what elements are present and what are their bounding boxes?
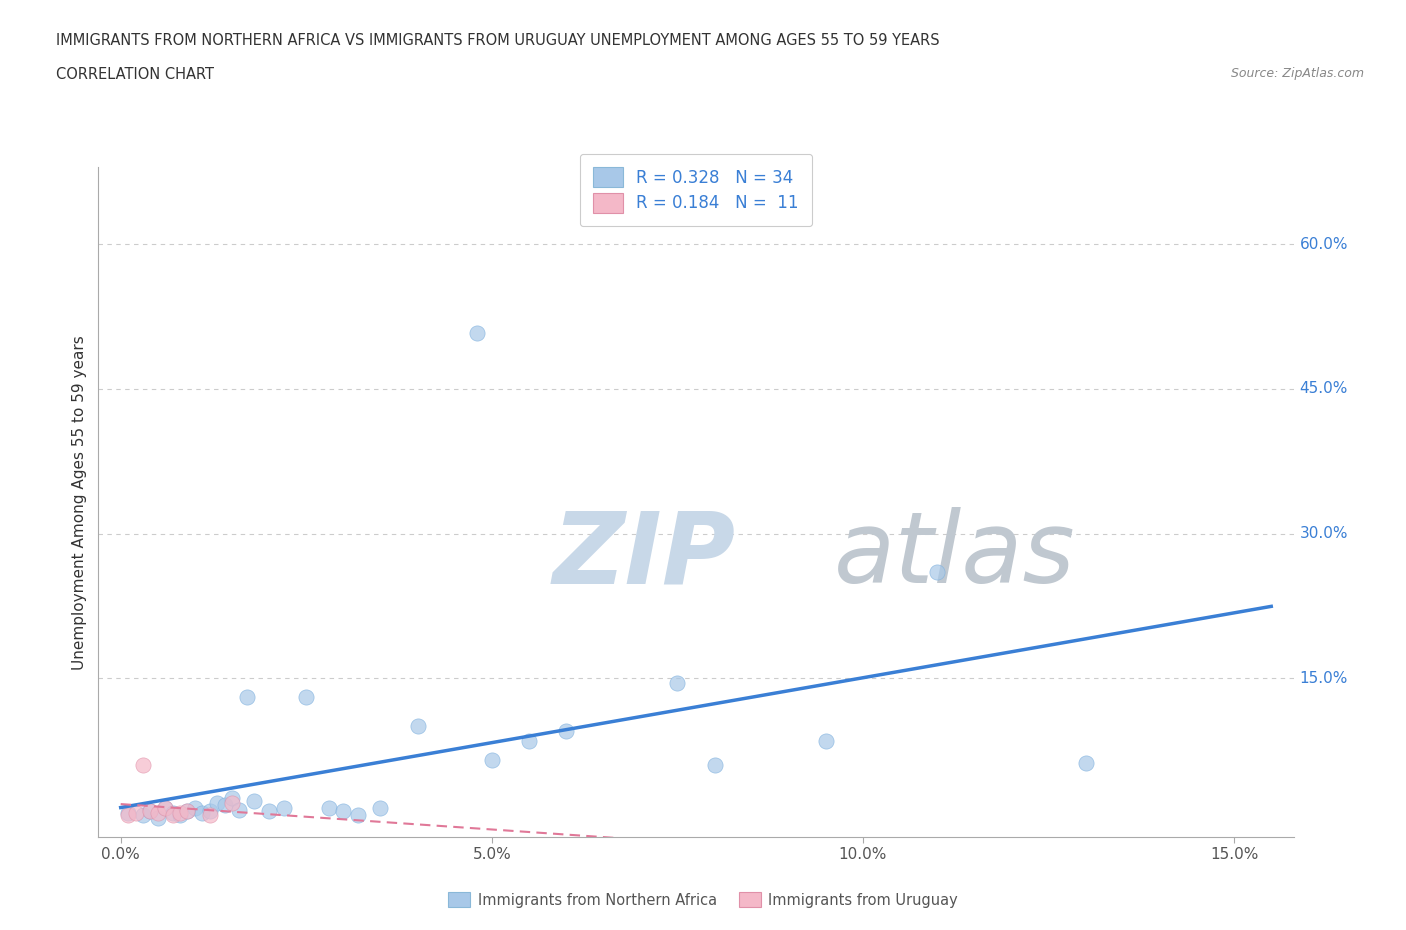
Point xyxy=(666,675,689,690)
Point xyxy=(228,803,250,817)
Point xyxy=(481,752,503,767)
Point xyxy=(139,804,162,818)
Text: 60.0%: 60.0% xyxy=(1299,237,1348,252)
Y-axis label: Unemployment Among Ages 55 to 59 years: Unemployment Among Ages 55 to 59 years xyxy=(72,335,87,670)
Text: 15.0%: 15.0% xyxy=(1299,671,1348,685)
Text: CORRELATION CHART: CORRELATION CHART xyxy=(56,67,214,82)
Point xyxy=(146,805,169,820)
Point xyxy=(198,807,221,822)
Point xyxy=(205,796,228,811)
Point xyxy=(465,326,488,340)
Point xyxy=(132,757,155,772)
Point xyxy=(169,807,191,822)
Text: Source: ZipAtlas.com: Source: ZipAtlas.com xyxy=(1230,67,1364,80)
Legend: R = 0.328   N = 34, R = 0.184   N =  11: R = 0.328 N = 34, R = 0.184 N = 11 xyxy=(579,154,813,226)
Point xyxy=(814,733,837,748)
Point xyxy=(236,690,259,705)
Point xyxy=(124,805,146,820)
Point xyxy=(273,801,295,816)
Point xyxy=(198,804,221,818)
Legend: Immigrants from Northern Africa, Immigrants from Uruguay: Immigrants from Northern Africa, Immigra… xyxy=(443,886,963,913)
Point xyxy=(295,690,318,705)
Point xyxy=(1074,755,1097,770)
Text: 30.0%: 30.0% xyxy=(1299,526,1348,541)
Text: IMMIGRANTS FROM NORTHERN AFRICA VS IMMIGRANTS FROM URUGUAY UNEMPLOYMENT AMONG AG: IMMIGRANTS FROM NORTHERN AFRICA VS IMMIG… xyxy=(56,33,939,47)
Point xyxy=(243,794,266,809)
Point xyxy=(117,807,139,822)
Point xyxy=(132,807,155,822)
Point xyxy=(703,757,725,772)
Point xyxy=(927,565,949,579)
Point xyxy=(221,796,243,811)
Point xyxy=(257,804,280,818)
Point xyxy=(117,805,139,820)
Point xyxy=(184,801,207,816)
Point xyxy=(406,719,429,734)
Text: 45.0%: 45.0% xyxy=(1299,381,1348,396)
Point xyxy=(318,801,340,816)
Text: ZIP: ZIP xyxy=(553,507,735,604)
Point xyxy=(155,801,177,816)
Point xyxy=(146,810,169,825)
Point xyxy=(155,801,177,816)
Point xyxy=(214,798,236,813)
Point xyxy=(162,805,184,820)
Point xyxy=(191,805,214,820)
Point xyxy=(169,805,191,820)
Point xyxy=(517,733,540,748)
Point xyxy=(176,804,198,818)
Point xyxy=(176,804,198,818)
Point xyxy=(221,791,243,806)
Point xyxy=(332,804,354,818)
Point xyxy=(555,724,578,738)
Text: atlas: atlas xyxy=(834,507,1076,604)
Point xyxy=(370,801,392,816)
Point xyxy=(139,804,162,818)
Point xyxy=(347,807,370,822)
Point xyxy=(162,807,184,822)
